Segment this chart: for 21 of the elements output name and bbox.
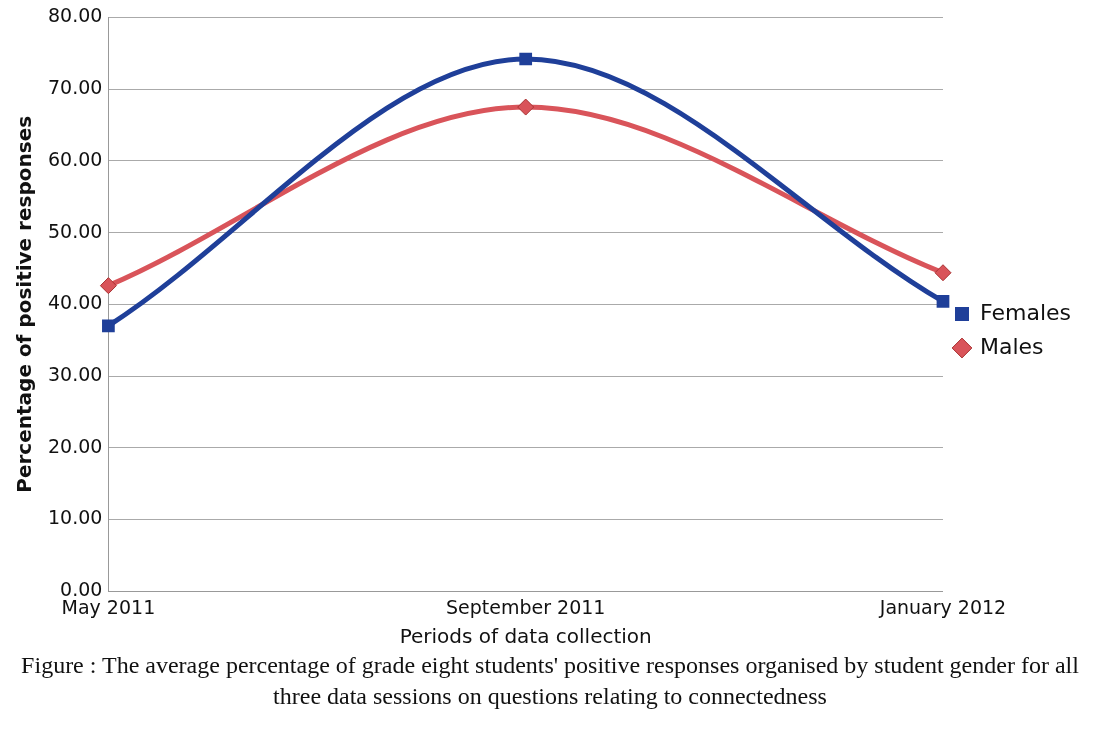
y-tick-label: 60.00 — [47, 147, 103, 170]
y-tick-label: 40.00 — [47, 291, 103, 314]
y-tick-label: 70.00 — [47, 76, 103, 99]
point — [519, 52, 533, 66]
x-tick-label: September 2011 — [445, 595, 606, 618]
y-tick-label: 50.00 — [47, 219, 103, 242]
legend-label: Males — [979, 333, 1044, 359]
point — [99, 277, 117, 295]
point — [102, 319, 115, 333]
legend-label: Females — [979, 299, 1072, 325]
y-axis-title: Percentage of positive responses — [12, 115, 37, 493]
point — [934, 264, 952, 282]
point — [517, 98, 535, 116]
x-axis-title: Periods of data collection — [399, 624, 652, 649]
text: Figure : The average percentage of grade eight students' positive responses organised by student gender for all three data sessions on questions relating to connectedness — [20, 651, 1080, 711]
y-tick-label: 80.00 — [47, 4, 103, 27]
y-tick-label: 20.00 — [47, 434, 103, 457]
y-tick-label: 10.00 — [47, 506, 103, 529]
point — [936, 295, 950, 308]
x-tick-label: January 2012 — [878, 595, 1007, 618]
y-tick-label: 30.00 — [47, 362, 103, 385]
